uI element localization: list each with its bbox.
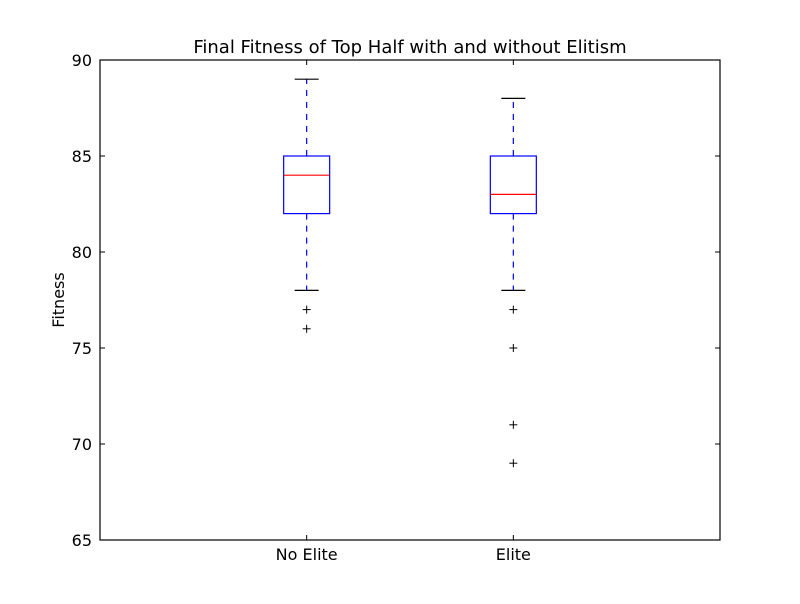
outlier-point bbox=[509, 459, 518, 468]
axes-frame bbox=[99, 59, 721, 541]
iqr-box bbox=[283, 155, 331, 215]
iqr-box bbox=[489, 155, 537, 215]
x-tick-label: Elite bbox=[496, 545, 531, 564]
y-tick-label: 65 bbox=[72, 531, 92, 550]
y-tick-label: 80 bbox=[72, 243, 92, 262]
y-tick-label: 75 bbox=[72, 339, 92, 358]
outlier-point bbox=[302, 324, 311, 333]
y-tick-label: 70 bbox=[72, 435, 92, 454]
y-tick-label: 90 bbox=[72, 51, 92, 70]
y-axis-label: Fitness bbox=[49, 272, 68, 327]
outlier-point bbox=[509, 305, 518, 314]
x-tick-label: No Elite bbox=[276, 545, 338, 564]
outlier-point bbox=[509, 420, 518, 429]
chart-title: Final Fitness of Top Half with and witho… bbox=[193, 37, 626, 58]
outlier-point bbox=[509, 344, 518, 352]
plot-area: 65 70 75 80 85 90 No Elite Elite bbox=[72, 51, 721, 564]
y-tick-label: 85 bbox=[72, 147, 92, 166]
outlier-point bbox=[302, 305, 311, 314]
